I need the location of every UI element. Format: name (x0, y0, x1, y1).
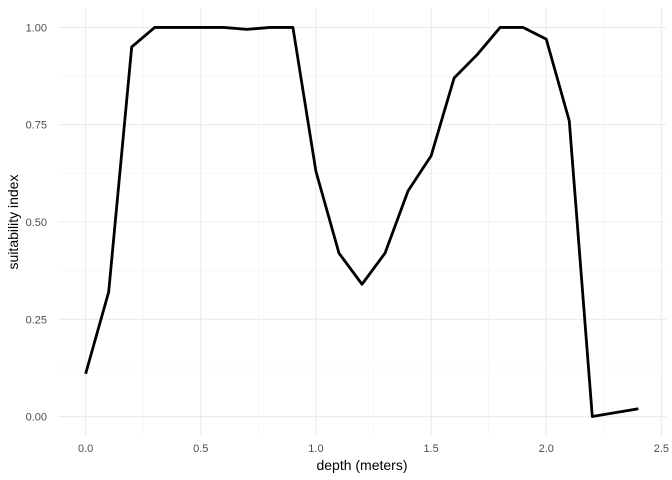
major-gridlines (58, 8, 666, 436)
series-line (84, 26, 639, 418)
y-tick-label: 1.00 (26, 22, 47, 34)
x-tick-label: 2.0 (539, 443, 554, 455)
x-tick-label: 1.5 (423, 443, 438, 455)
y-axis-tick-labels: 0.00 0.25 0.50 0.75 1.00 (26, 22, 47, 423)
x-axis-title: depth (meters) (316, 457, 407, 473)
y-tick-label: 0.00 (26, 412, 47, 424)
y-tick-label: 0.25 (26, 314, 47, 326)
x-tick-label: 0.5 (193, 443, 208, 455)
y-axis-title: suitability index (5, 175, 21, 270)
y-tick-label: 0.75 (26, 120, 47, 132)
y-tick-label: 0.50 (26, 217, 47, 229)
series-layer (84, 26, 639, 418)
x-tick-label: 1.0 (308, 443, 323, 455)
x-tick-label: 0.0 (78, 443, 93, 455)
x-tick-label: 2.5 (654, 443, 669, 455)
x-axis-tick-labels: 0.0 0.5 1.0 1.5 2.0 2.5 (78, 443, 669, 455)
